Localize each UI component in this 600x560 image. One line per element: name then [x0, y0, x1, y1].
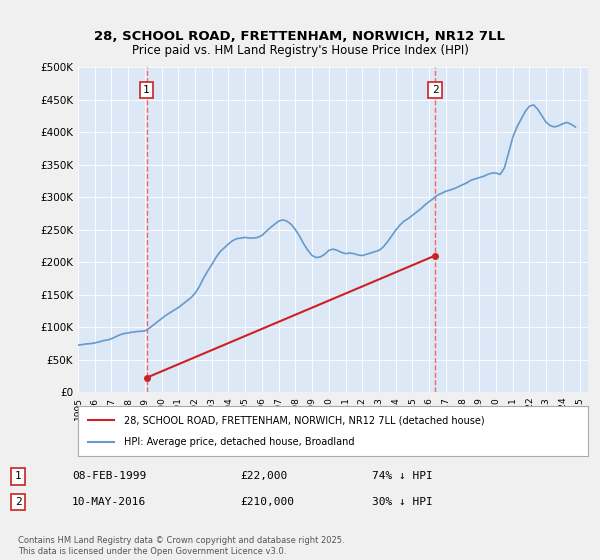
Text: Price paid vs. HM Land Registry's House Price Index (HPI): Price paid vs. HM Land Registry's House … — [131, 44, 469, 57]
Text: HPI: Average price, detached house, Broadland: HPI: Average price, detached house, Broa… — [124, 437, 355, 447]
Text: 1: 1 — [14, 471, 22, 481]
Text: 1: 1 — [143, 85, 150, 95]
Text: £22,000: £22,000 — [240, 471, 287, 481]
Text: 74% ↓ HPI: 74% ↓ HPI — [372, 471, 433, 481]
Text: 28, SCHOOL ROAD, FRETTENHAM, NORWICH, NR12 7LL (detached house): 28, SCHOOL ROAD, FRETTENHAM, NORWICH, NR… — [124, 415, 485, 425]
Text: 2: 2 — [14, 497, 22, 507]
Text: £210,000: £210,000 — [240, 497, 294, 507]
Text: 10-MAY-2016: 10-MAY-2016 — [72, 497, 146, 507]
Text: 28, SCHOOL ROAD, FRETTENHAM, NORWICH, NR12 7LL: 28, SCHOOL ROAD, FRETTENHAM, NORWICH, NR… — [95, 30, 505, 43]
Text: 08-FEB-1999: 08-FEB-1999 — [72, 471, 146, 481]
Text: Contains HM Land Registry data © Crown copyright and database right 2025.
This d: Contains HM Land Registry data © Crown c… — [18, 536, 344, 556]
Text: 2: 2 — [432, 85, 439, 95]
Text: 30% ↓ HPI: 30% ↓ HPI — [372, 497, 433, 507]
